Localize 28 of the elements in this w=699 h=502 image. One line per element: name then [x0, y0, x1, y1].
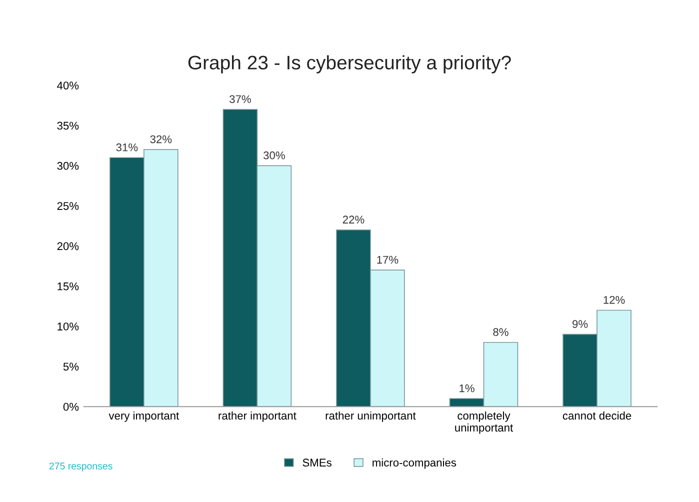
data-label: 22%	[342, 216, 364, 224]
data-label: 12%	[604, 296, 625, 304]
y-tick-label: 30%	[57, 162, 79, 170]
x-tick-label: very important	[108, 411, 180, 422]
x-tick-label: completely unimportant	[455, 411, 514, 434]
data-label: 8%	[493, 328, 508, 336]
legend-label: SMEs	[302, 458, 332, 467]
data-label: 32%	[150, 135, 172, 144]
y-tick-label: 5%	[63, 362, 79, 371]
legend-label: micro-companies	[372, 458, 456, 469]
data-label: 30%	[263, 151, 285, 160]
y-tick-label: 0%	[63, 402, 79, 411]
y-tick-label: 20%	[57, 242, 79, 250]
data-label: 17%	[377, 256, 398, 264]
y-tick-label: 10%	[58, 322, 79, 330]
chart-title: Graph 23 - Is cybersecurity a priority?	[188, 55, 511, 74]
text: 275 responses	[49, 462, 112, 472]
y-tick-label: 25%	[57, 202, 79, 210]
x-tick-label: rather unimportant	[326, 411, 416, 422]
y-tick-label: 15%	[58, 282, 79, 290]
y-tick-label: 40%	[57, 82, 79, 90]
y-tick-label: 35%	[57, 122, 79, 130]
data-label: 1%	[460, 384, 474, 392]
x-tick-label: cannot decide	[562, 411, 632, 420]
data-label: 9%	[572, 320, 588, 328]
data-label: 31%	[116, 143, 138, 152]
x-tick-label: rather important	[218, 411, 296, 422]
data-label: 37%	[230, 95, 251, 104]
